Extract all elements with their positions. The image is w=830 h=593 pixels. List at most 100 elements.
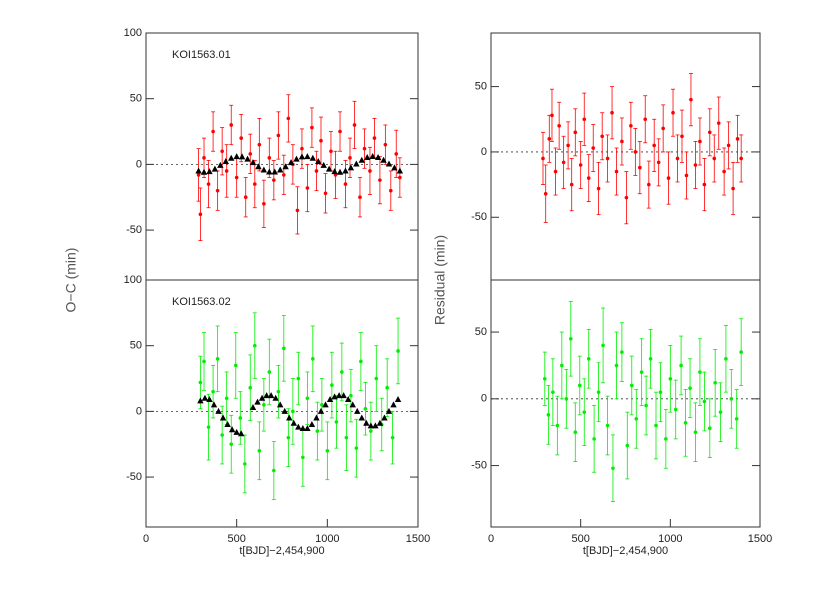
data-point (300, 146, 304, 151)
data-point (601, 343, 605, 348)
x-tick-label: 0 (143, 533, 149, 545)
data-point (605, 423, 610, 428)
data-point (349, 393, 353, 398)
data-point (689, 97, 693, 102)
data-point (372, 136, 377, 140)
model-point (215, 407, 222, 414)
data-point (610, 110, 614, 115)
data-point (668, 377, 673, 381)
data-point (340, 370, 344, 374)
y-tick-label: -50 (471, 211, 487, 223)
data-point (352, 123, 357, 127)
data-point (262, 201, 266, 206)
data-point (652, 143, 656, 148)
data-point (661, 126, 665, 131)
data-point (220, 149, 224, 154)
data-point (220, 433, 224, 437)
y-tick-label: 0 (481, 393, 487, 405)
model-point (293, 155, 300, 162)
model-point (233, 153, 240, 160)
data-point (206, 425, 211, 429)
data-point (680, 134, 684, 139)
data-point (620, 139, 624, 144)
data-point (739, 350, 743, 354)
data-point (577, 383, 582, 388)
model-point (304, 424, 311, 431)
y-tick-label: 50 (130, 93, 142, 105)
model-point (267, 392, 275, 399)
data-point (286, 435, 291, 440)
data-point (586, 356, 591, 361)
model-point (396, 167, 404, 174)
data-point (267, 156, 272, 160)
data-point (591, 146, 596, 150)
model-point (342, 167, 349, 174)
x-tick-label: 1000 (315, 533, 339, 545)
model-point (358, 414, 365, 421)
data-point (658, 390, 663, 394)
data-point (729, 397, 734, 401)
data-point (578, 163, 583, 167)
data-point (553, 169, 558, 174)
y-tick-label: 0 (136, 158, 142, 170)
y-axis-label: O−C (min) (63, 248, 79, 313)
data-point (569, 182, 574, 187)
model-point (313, 414, 320, 421)
model-point (349, 401, 356, 408)
data-point (683, 421, 688, 425)
model-point (211, 165, 219, 172)
data-point (215, 357, 220, 361)
data-point (546, 413, 551, 417)
model-point (335, 392, 343, 399)
x-tick-label: 500 (571, 533, 589, 545)
model-point (238, 430, 245, 437)
data-point (320, 403, 324, 407)
data-point (310, 125, 314, 130)
data-point (702, 399, 707, 404)
model-point (263, 392, 270, 399)
data-point (718, 410, 723, 414)
data-point (638, 165, 642, 170)
model-point (255, 163, 262, 170)
data-point (229, 123, 234, 127)
data-point (625, 443, 630, 448)
data-point (614, 169, 619, 174)
data-point (675, 156, 680, 161)
data-point (234, 175, 239, 180)
data-point (724, 356, 728, 361)
data-point (731, 186, 735, 191)
data-point (238, 416, 243, 420)
model-point (390, 401, 397, 408)
model-point (249, 159, 257, 166)
data-point (643, 117, 648, 122)
y-tick-label: -50 (126, 471, 142, 483)
data-point (224, 169, 229, 173)
data-point (647, 182, 651, 187)
data-point (698, 370, 702, 374)
model-point (344, 396, 352, 403)
data-point (688, 386, 692, 390)
data-point (722, 169, 726, 174)
data-point (385, 385, 389, 390)
data-point (211, 129, 215, 134)
x-axis-label: t[BJD]−2,454,900 (583, 545, 668, 557)
data-point (716, 121, 721, 125)
data-point (396, 349, 400, 353)
data-point (389, 188, 393, 193)
panel-label: KOI1563.02 (172, 296, 231, 308)
x-tick-label: 1000 (658, 533, 682, 545)
data-point (600, 134, 604, 139)
data-point (305, 396, 310, 401)
model-point (372, 422, 379, 429)
data-point (368, 169, 372, 173)
data-point (374, 376, 379, 381)
model-point (295, 423, 302, 430)
data-point (224, 396, 229, 401)
data-point (605, 156, 610, 161)
model-point (315, 157, 322, 164)
data-point (291, 409, 295, 414)
plot-frame (145, 279, 419, 528)
data-point (334, 420, 339, 424)
data-point (726, 143, 731, 148)
data-point (543, 191, 548, 196)
